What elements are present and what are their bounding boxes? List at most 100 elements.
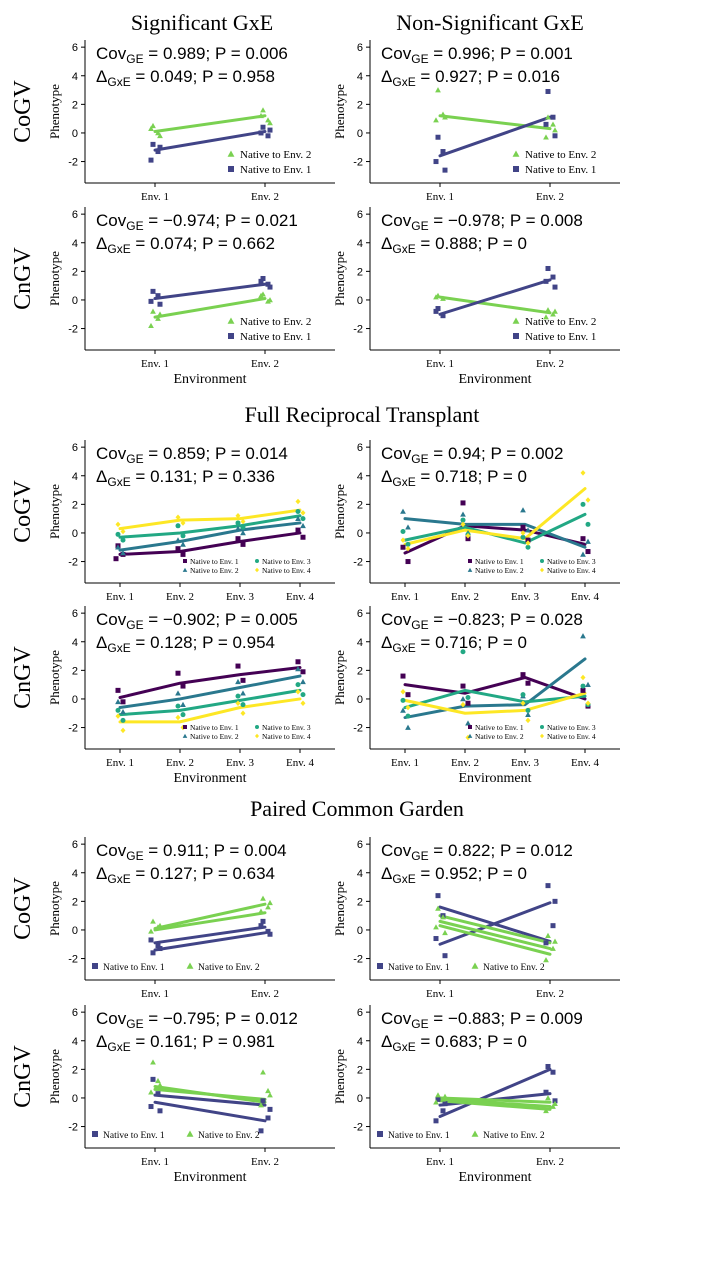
data-point <box>175 703 181 709</box>
y-tick-label: -2 <box>68 954 78 966</box>
data-point <box>180 683 186 689</box>
y-tick-label: 0 <box>72 528 78 540</box>
legend-key <box>186 962 194 969</box>
data-point <box>267 297 273 303</box>
data-point <box>300 510 306 516</box>
series-line <box>438 115 552 158</box>
data-point <box>460 511 466 517</box>
data-point <box>543 278 549 284</box>
data-point <box>545 932 551 938</box>
row-label-cogv: CoGV <box>10 79 36 142</box>
data-point <box>175 714 181 721</box>
data-point <box>258 1102 264 1108</box>
data-point <box>258 923 264 929</box>
stat-symbol: Cov <box>96 1009 127 1028</box>
y-tick-label: -2 <box>68 557 78 569</box>
data-point <box>580 633 586 639</box>
series-line <box>153 1087 267 1101</box>
data-point <box>405 724 411 730</box>
stat-symbol: Cov <box>381 841 412 860</box>
panel-s2-cogv-c0: -2 0 2 4 6 Phenotype Env. 1 Env. 2 CovGE = 0.911… <box>47 837 335 1000</box>
y-tick-label: 0 <box>357 295 363 307</box>
stat-subscript: GxE <box>392 641 415 655</box>
data-point <box>260 276 266 281</box>
legend-key <box>540 559 544 563</box>
data-point <box>267 899 273 906</box>
x-tick-label: Env. 1 <box>426 988 454 1000</box>
data-point <box>240 541 246 547</box>
x-tick-label: Env. 1 <box>391 757 419 769</box>
x-tick-label: Env. 4 <box>571 591 600 603</box>
data-point <box>400 537 406 543</box>
stat-value: = 0.822; P = 0.012 <box>429 841 573 860</box>
data-point <box>435 87 441 93</box>
data-point <box>180 541 186 547</box>
data-point <box>580 501 586 507</box>
data-point <box>465 695 471 701</box>
panel-s0-cngv-c1: -2 0 2 4 6 Phenotype Env. 1 Env. 2 Environment Co… <box>332 207 620 387</box>
stat-symbol: Cov <box>381 444 412 463</box>
y-axis-label: Phenotype <box>47 881 62 936</box>
y-axis-label: Phenotype <box>332 1049 347 1104</box>
data-point <box>550 274 556 280</box>
y-tick-label: 6 <box>357 839 363 851</box>
data-point <box>585 681 591 687</box>
legend: Native to Env. 1 Native to Env. 2 <box>92 1130 260 1141</box>
series-line <box>403 517 587 549</box>
legend-key <box>183 559 187 563</box>
data-point <box>525 537 531 543</box>
data-point <box>433 294 439 300</box>
delta-gxe-stat: ΔGxE = 0.683; P = 0 <box>381 1032 527 1054</box>
data-point <box>120 708 126 715</box>
data-point <box>155 1077 161 1084</box>
legend-key <box>377 1131 383 1137</box>
series-line <box>118 697 302 724</box>
data-point <box>260 1069 266 1075</box>
legend-label: Native to Env. 3 <box>262 557 311 566</box>
y-tick-label: -2 <box>353 324 363 336</box>
data-point <box>435 134 441 140</box>
legend-key <box>471 1130 479 1137</box>
data-point <box>435 893 441 899</box>
y-tick-label: 4 <box>357 1036 363 1048</box>
legend-label: Native to Env. 2 <box>483 1131 545 1141</box>
data-point <box>465 536 471 542</box>
legend: Native to Env. 1 Native to Env. 2 <box>377 962 545 973</box>
data-point <box>180 712 186 718</box>
data-point <box>295 509 301 514</box>
x-tick-label: Env. 2 <box>251 1156 279 1168</box>
data-point <box>460 701 466 708</box>
legend-label: Native to Env. 1 <box>475 557 524 566</box>
legend-key <box>183 725 187 729</box>
data-point <box>442 114 448 120</box>
legend-label: Native to Env. 3 <box>547 557 596 566</box>
row-label-cngv: CnGV <box>10 645 36 708</box>
data-point <box>148 322 154 328</box>
data-point <box>580 683 586 689</box>
data-point <box>175 514 181 520</box>
data-point <box>157 301 163 307</box>
data-point <box>240 518 246 525</box>
legend-key <box>513 166 519 172</box>
legend: Native to Env. 1 Native to Env. 2 <box>92 962 260 973</box>
data-point <box>460 696 466 702</box>
data-point <box>465 720 471 726</box>
x-tick-label: Env. 3 <box>226 757 255 769</box>
stat-subscript: GxE <box>107 1040 130 1054</box>
data-point <box>148 298 154 304</box>
data-point <box>267 120 273 126</box>
data-point <box>545 883 551 889</box>
y-axis-label: Phenotype <box>332 84 347 139</box>
data-point <box>440 1108 446 1114</box>
x-tick-label: Env. 1 <box>426 358 454 370</box>
data-point <box>550 923 556 929</box>
stat-subscript: GE <box>411 1017 428 1031</box>
y-tick-label: 6 <box>72 608 78 620</box>
stat-value: = 0.927; P = 0.016 <box>416 67 560 86</box>
data-point <box>148 1089 154 1095</box>
series-line <box>403 657 587 720</box>
data-point <box>295 498 301 505</box>
data-point <box>545 307 551 313</box>
data-point <box>440 914 446 920</box>
